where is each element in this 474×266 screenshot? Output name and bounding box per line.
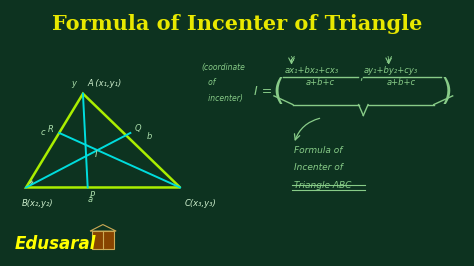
Text: Formula of: Formula of bbox=[294, 146, 342, 155]
Text: a+b+c: a+b+c bbox=[387, 78, 416, 87]
Text: ,: , bbox=[359, 72, 363, 82]
Text: R: R bbox=[47, 125, 53, 134]
Text: Edusaral: Edusaral bbox=[14, 235, 96, 253]
Text: (: ( bbox=[273, 77, 284, 106]
Text: C(x₃,y₃): C(x₃,y₃) bbox=[185, 200, 217, 209]
Text: Triangle ABC: Triangle ABC bbox=[294, 181, 351, 190]
Text: a+b+c: a+b+c bbox=[306, 78, 335, 87]
Text: a: a bbox=[88, 195, 93, 204]
Text: ax₁+bx₂+cx₃: ax₁+bx₂+cx₃ bbox=[284, 66, 338, 75]
Text: B(x₂,y₂): B(x₂,y₂) bbox=[21, 200, 53, 209]
Text: ): ) bbox=[441, 77, 453, 106]
Polygon shape bbox=[92, 231, 114, 248]
Text: b: b bbox=[147, 132, 152, 142]
Text: Q: Q bbox=[135, 124, 142, 133]
Text: incenter): incenter) bbox=[201, 94, 243, 103]
Text: A (x₁,y₁): A (x₁,y₁) bbox=[88, 79, 122, 88]
Text: c: c bbox=[40, 128, 45, 137]
Text: y: y bbox=[71, 79, 76, 88]
Text: y: y bbox=[386, 55, 391, 63]
Text: Incenter of: Incenter of bbox=[294, 164, 343, 172]
Text: x: x bbox=[289, 55, 294, 63]
Text: of: of bbox=[201, 78, 216, 88]
Text: Formula of Incenter of Triangle: Formula of Incenter of Triangle bbox=[52, 14, 422, 34]
Text: I: I bbox=[95, 150, 98, 159]
Text: ay₁+by₂+cy₃: ay₁+by₂+cy₃ bbox=[364, 66, 418, 75]
Text: I =: I = bbox=[254, 85, 272, 98]
Text: (coordinate: (coordinate bbox=[201, 63, 246, 72]
Text: P: P bbox=[90, 191, 95, 200]
